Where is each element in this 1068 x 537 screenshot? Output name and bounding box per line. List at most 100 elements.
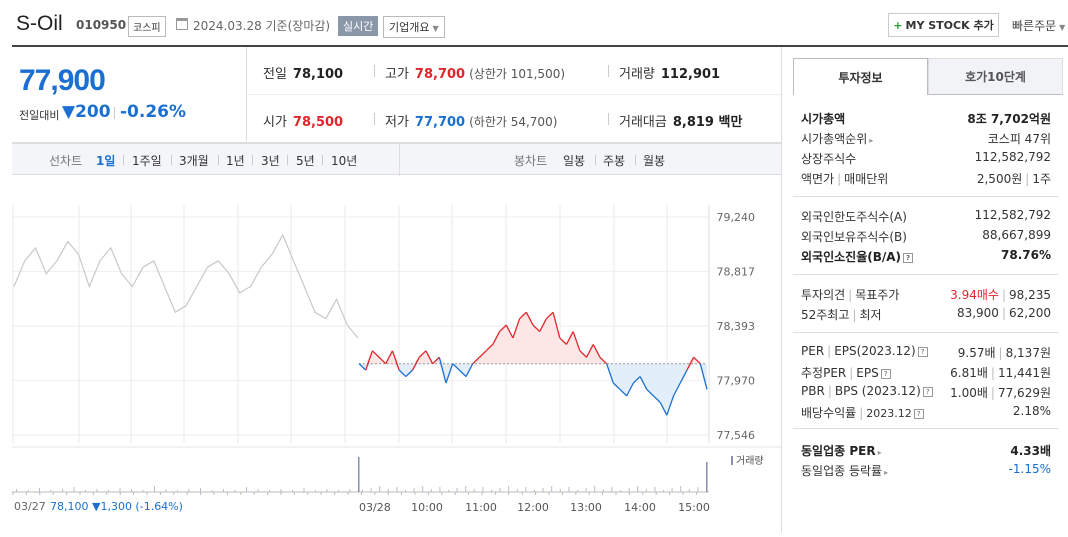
value-text-2: 77,629원 [997,386,1051,400]
volume-bar [654,487,656,492]
y-tick-label: 78,817 [717,265,756,278]
open-label: 시가 [263,115,287,130]
quick-order-link[interactable]: 빠른주문 ▼ [1012,17,1065,34]
volume-bar [706,462,708,492]
divider: | [837,172,842,186]
volume-bar [473,489,475,492]
value-text: 112,582,792 [974,150,1051,164]
info-row-value: 2.18% [1013,404,1051,418]
divider: | [990,366,995,380]
today-series-segment [398,369,407,378]
label-text: PBR [801,384,825,398]
divider: | [1001,306,1006,320]
today-series-segment [559,337,567,345]
divider [218,155,219,165]
volume-bar [16,489,17,492]
intraday-chart[interactable]: 79,240 78,817 78,393 77,970 77,546 거래량 03/27 78… [12,175,781,533]
volume-bar [577,490,578,492]
today-series-segment [646,388,654,397]
volume-bar [165,489,167,492]
value-text: 1.00배 [950,386,988,400]
prev-day-date-label: 03/27 [14,500,46,513]
info-row: 외국인보유주식수(B) 88,667,899 [801,228,1051,248]
help-icon[interactable]: ? [913,408,924,419]
volume-bar [396,487,398,492]
tab-10y[interactable]: 10년 [331,154,358,168]
volume-bar [559,489,561,492]
chevron-down-icon: ▼ [432,24,439,33]
volume-legend-label: 거래량 [736,455,764,467]
tab-3y[interactable]: 3년 [261,154,280,168]
label-text: 동일업종 등락률 [801,464,883,478]
info-row: 외국인한도주식수(A) 112,582,792 [801,208,1051,228]
info-row-label: 시가총액순위 ▸ [801,130,873,147]
value-text-2: 8,137원 [1005,346,1051,360]
today-series-segment [686,356,695,371]
volume-value: 112,901 [660,67,721,82]
value-text: 88,667,899 [982,228,1051,242]
tab-1y[interactable]: 1년 [226,154,245,168]
company-overview-button[interactable]: 기업개요 ▼ [383,16,445,38]
volume-bar [370,488,372,492]
chevron-right-icon: ▸ [877,448,882,457]
tab-order-book[interactable]: 호가10단계 [928,58,1063,95]
help-icon[interactable]: ? [903,252,914,263]
add-my-stock-button[interactable]: + MY STOCK 추가 [888,13,999,37]
price-change: ▼200 [62,102,111,122]
today-series-segment [391,350,400,371]
volume-bar [119,488,121,492]
divider [781,47,782,533]
today-series-segment [505,324,514,339]
value-text: 9.57배 [957,346,996,360]
info-row-label: 투자의견 | 목표주가 [801,286,899,303]
volume-bar [585,488,587,492]
today-series-segment [639,376,648,390]
today-series-segment [385,350,394,365]
volume-bar [422,486,424,492]
info-row: 시가총액 8조 7,702억원 [801,110,1051,130]
volume-bar [292,490,293,492]
divider: | [1001,288,1006,302]
tab-5y[interactable]: 5년 [296,154,315,168]
realtime-button[interactable]: 실시간 [338,16,379,36]
today-series-segment [679,369,688,384]
volume-bar [620,490,621,492]
stock-code: 010950 [76,18,127,32]
tab-weekly-candle[interactable]: 주봉 [603,154,626,168]
divider: | [990,386,995,400]
divider: | [827,384,832,398]
tab-investment-info[interactable]: 투자정보 [793,58,928,95]
info-row-label: 외국인보유주식수(B) [801,228,907,245]
label-text-2: 최저 [859,308,882,322]
label-text: 배당수익률 [801,406,857,420]
volume-bar [439,487,441,492]
help-icon[interactable]: ? [922,386,933,397]
info-row-value: 3.94매수 | 98,235 [950,286,1051,303]
add-my-stock-label: MY STOCK 추가 [905,19,994,32]
label-text: 동일업종 PER [801,444,876,458]
tab-3m[interactable]: 3개월 [179,154,209,168]
help-icon[interactable]: ? [880,368,891,379]
today-series-segment [519,311,527,320]
tab-daily-candle[interactable]: 일봉 [563,154,586,168]
volume-bar [338,490,339,492]
today-series-segment [492,331,501,345]
value-text-2: 1주 [1032,172,1051,186]
help-icon[interactable]: ? [917,346,928,357]
info-row-value: 4.33배 [1010,442,1051,459]
label-text: 52주최고 [801,308,850,322]
volume-bar [516,489,518,492]
info-row: 동일업종 PER ▸ 4.33배 [801,442,1051,462]
y-tick-label: 77,970 [717,374,756,387]
volume-bar [50,490,52,492]
info-row-label: 추정PER | EPS? [801,364,891,381]
volume-bar [499,488,501,492]
info-row-value: 6.81배 | 11,441원 [950,364,1051,381]
tab-1d[interactable]: 1일 [96,154,116,168]
volume-bar [525,487,527,492]
info-row: 액면가 | 매매단위 2,500원 | 1주 [801,170,1051,190]
tab-monthly-candle[interactable]: 월봉 [643,154,666,168]
tab-1w[interactable]: 1주일 [132,154,162,168]
chevron-right-icon: ▸ [869,136,874,145]
today-series-segment [532,324,541,333]
